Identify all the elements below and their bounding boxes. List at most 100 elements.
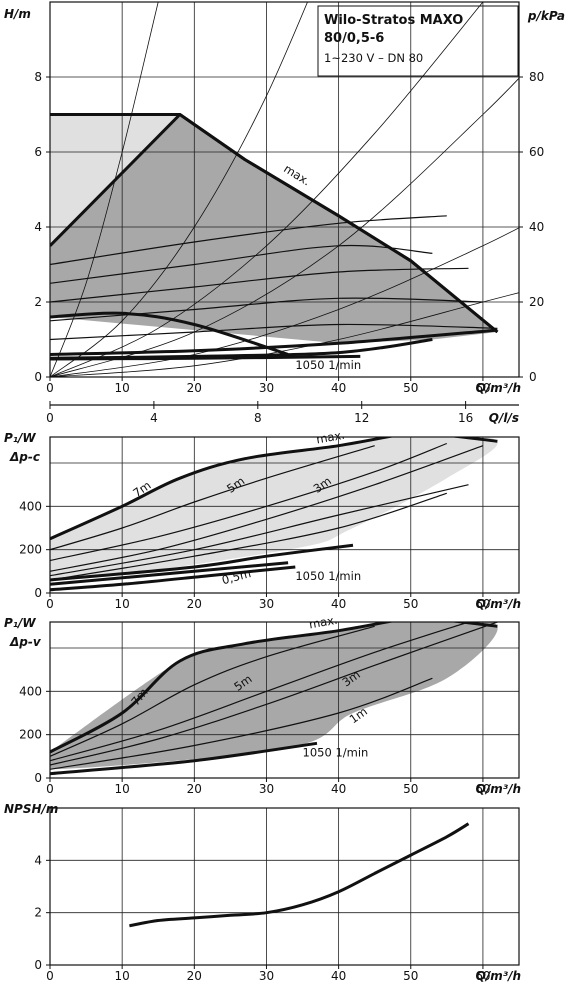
x-tick-label: 30 bbox=[259, 969, 274, 983]
plot-area bbox=[50, 2, 519, 377]
y-tick-label: 400 bbox=[19, 499, 42, 513]
series-line bbox=[50, 561, 289, 586]
operating-region bbox=[50, 437, 498, 581]
chart-subtitle: 80/0,5-6 bbox=[324, 31, 384, 46]
chart-title: Wilo-Stratos MAXO bbox=[324, 13, 463, 28]
series-line bbox=[50, 267, 469, 303]
y-tick-label: 0 bbox=[34, 958, 42, 972]
series-line bbox=[50, 543, 354, 582]
x-tick-label: 0 bbox=[46, 597, 54, 611]
y-axis-sublabel: Δp-c bbox=[9, 450, 40, 464]
y-tick-label: 6 bbox=[34, 145, 42, 159]
x-axis-label: Q/m³/h bbox=[476, 969, 521, 983]
system-curve bbox=[50, 292, 519, 377]
x-axis-label: Q/m³/h bbox=[476, 782, 521, 796]
series-line bbox=[50, 311, 289, 356]
x-tick-label: 10 bbox=[115, 782, 130, 796]
y-tick-label: 4 bbox=[34, 853, 42, 867]
x-tick-label: 50 bbox=[403, 597, 418, 611]
y-axis-label: P₁/W bbox=[4, 616, 36, 630]
secondary-x-tick-label: 0 bbox=[46, 411, 54, 425]
series-line bbox=[50, 354, 361, 361]
system-curve bbox=[50, 2, 159, 377]
series-line bbox=[50, 484, 469, 577]
plot-frame bbox=[49, 807, 520, 966]
series-line bbox=[50, 445, 484, 572]
y-right-tick-label: 60 bbox=[529, 145, 544, 159]
x-tick-label: 10 bbox=[115, 381, 130, 395]
curve-annotation: 1050 1/min bbox=[295, 569, 361, 583]
npsh-chart: 0 10 20 30 40 50 60 0 2 4 Q/m³/h NPSH/m bbox=[4, 802, 521, 983]
y-right-tick-label: 20 bbox=[529, 295, 544, 309]
x-tick-label: 50 bbox=[403, 381, 418, 395]
y-right-tick-label: 40 bbox=[529, 220, 544, 234]
plot-frame bbox=[49, 436, 520, 594]
y-tick-label: 200 bbox=[19, 543, 42, 557]
x-tick-label: 20 bbox=[187, 381, 202, 395]
y-axis-label: NPSH/m bbox=[4, 802, 58, 816]
x-tick-label: 30 bbox=[259, 782, 274, 796]
x-tick-label: 40 bbox=[331, 597, 346, 611]
x-tick-label: 60 bbox=[475, 782, 490, 796]
x-tick-label: 0 bbox=[46, 381, 54, 395]
series-line bbox=[50, 328, 498, 356]
x-tick-label: 30 bbox=[259, 597, 274, 611]
y-right-axis-label: p/kPa bbox=[527, 9, 565, 23]
x-tick-label: 20 bbox=[187, 597, 202, 611]
x-tick-label: 40 bbox=[331, 969, 346, 983]
system-curve bbox=[50, 227, 519, 377]
x-tick-label: 20 bbox=[187, 782, 202, 796]
title-box: Wilo-Stratos MAXO 80/0,5-6 1~230 V – DN … bbox=[317, 5, 519, 77]
series-line bbox=[50, 565, 296, 592]
curve-annotation: 1050 1/min bbox=[303, 745, 369, 759]
x-tick-label: 60 bbox=[475, 969, 490, 983]
x-tick-label: 40 bbox=[331, 782, 346, 796]
y-right-tick-label: 80 bbox=[529, 70, 544, 84]
series-line bbox=[50, 297, 483, 322]
x-tick-label: 50 bbox=[403, 969, 418, 983]
y-tick-label: 4 bbox=[34, 220, 42, 234]
head-chart: 0 10 20 30 40 50 6002468Q/m³/hH/m020406080p/kP… bbox=[4, 1, 565, 425]
power-chart-dpc: 0 10 20 30 40 50 600200400Q/m³/hP₁/WΔp-cmax.7m… bbox=[4, 428, 521, 611]
plot-area bbox=[50, 622, 519, 778]
series-line bbox=[129, 822, 470, 928]
y-tick-label: 2 bbox=[34, 906, 42, 920]
curve-annotation: max. bbox=[308, 613, 339, 632]
plot-frame bbox=[49, 1, 520, 378]
system-curve bbox=[50, 2, 484, 377]
y-right-tick-label: 0 bbox=[529, 370, 537, 384]
secondary-x-tick-label: 12 bbox=[354, 411, 369, 425]
y-axis-label: H/m bbox=[4, 7, 31, 21]
curve-annotation: max. bbox=[315, 428, 346, 447]
region-dark bbox=[50, 114, 498, 344]
x-tick-label: 30 bbox=[259, 381, 274, 395]
secondary-x-tick-label: 16 bbox=[458, 411, 473, 425]
plot-frame bbox=[49, 621, 520, 779]
series-line bbox=[50, 113, 499, 334]
x-tick-label: 0 bbox=[46, 969, 54, 983]
x-axis-label: Q/m³/h bbox=[476, 381, 521, 395]
series-line bbox=[50, 323, 498, 341]
series-line bbox=[50, 625, 375, 757]
x-tick-label: 60 bbox=[475, 597, 490, 611]
series-line bbox=[50, 492, 447, 581]
y-tick-label: 400 bbox=[19, 684, 42, 698]
x-tick-label: 60 bbox=[475, 381, 490, 395]
series-line bbox=[50, 445, 375, 551]
secondary-x-axis-label: Q/l/s bbox=[489, 411, 519, 425]
series-line bbox=[50, 622, 498, 766]
series-line bbox=[50, 741, 318, 776]
system-curve bbox=[50, 2, 308, 377]
chart-note: 1~230 V – DN 80 bbox=[324, 51, 423, 65]
x-tick-label: 10 bbox=[115, 969, 130, 983]
annotation-speed: 1050 1/min bbox=[295, 358, 361, 372]
x-axis-label: Q/m³/h bbox=[476, 597, 521, 611]
y-axis-sublabel: Δp-v bbox=[9, 635, 42, 649]
y-tick-label: 0 bbox=[34, 771, 42, 785]
operating-region bbox=[50, 622, 498, 770]
plot-area bbox=[50, 437, 519, 593]
series-line bbox=[50, 677, 433, 770]
y-tick-label: 2 bbox=[34, 295, 42, 309]
series-line bbox=[50, 244, 433, 284]
x-tick-label: 50 bbox=[403, 782, 418, 796]
